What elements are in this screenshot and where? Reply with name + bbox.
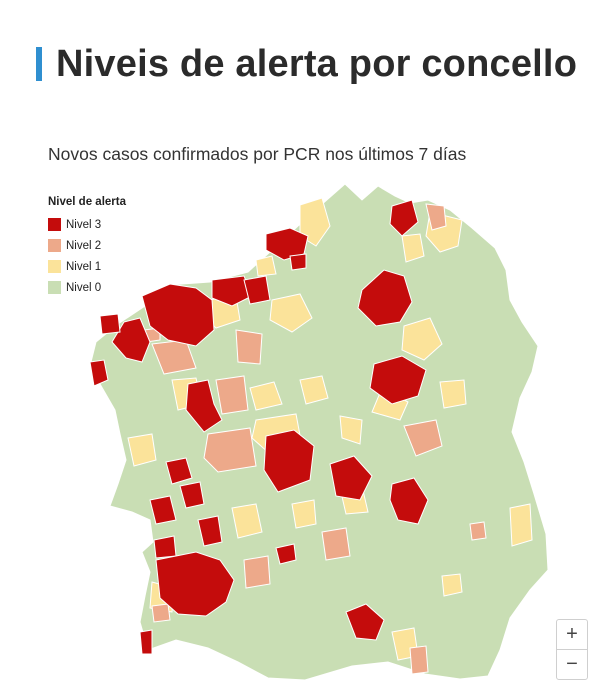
map-subtitle: Novos casos confirmados por PCR nos últi… bbox=[48, 144, 467, 164]
legend-title: Nivel de alerta bbox=[48, 196, 126, 208]
level-2-regions bbox=[143, 203, 487, 675]
legend-item-nivel-1: Nivel 1 bbox=[48, 256, 126, 277]
legend-item-nivel-3: Nivel 3 bbox=[48, 214, 126, 235]
page-title-block: Niveis de alerta por concello bbox=[36, 42, 578, 85]
legend-swatch bbox=[48, 260, 61, 273]
legend-item-nivel-2: Nivel 2 bbox=[48, 235, 126, 256]
title-accent-bar bbox=[36, 47, 42, 81]
map-legend: Nivel de alerta Nivel 3 Nivel 2 Nivel 1 … bbox=[48, 196, 126, 298]
legend-swatch bbox=[48, 281, 61, 294]
legend-swatch bbox=[48, 218, 61, 231]
legend-item-nivel-0: Nivel 0 bbox=[48, 277, 126, 298]
legend-label: Nivel 2 bbox=[66, 239, 102, 252]
zoom-control: + − bbox=[556, 619, 588, 680]
legend-label: Nivel 1 bbox=[66, 260, 102, 273]
zoom-in-button[interactable]: + bbox=[566, 623, 578, 645]
level-3-regions bbox=[89, 199, 429, 655]
zoom-out-button[interactable]: − bbox=[557, 649, 587, 679]
legend-label: Nivel 3 bbox=[66, 218, 102, 231]
page-title: Niveis de alerta por concello bbox=[56, 42, 578, 85]
legend-swatch bbox=[48, 239, 61, 252]
legend-label: Nivel 0 bbox=[66, 281, 102, 294]
